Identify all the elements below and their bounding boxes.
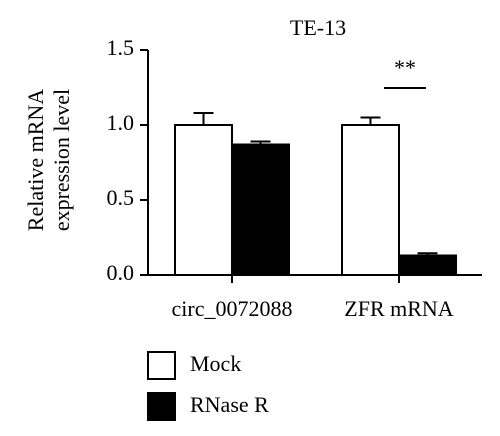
error-bar: [193, 112, 214, 125]
bar: [174, 124, 233, 276]
bar: [341, 124, 400, 276]
legend-label: Mock: [190, 351, 241, 376]
bar: [398, 254, 457, 276]
y-tick-label: 1.0: [107, 110, 135, 135]
y-label-line: expression level: [49, 89, 74, 231]
y-tick-label: 1.5: [107, 35, 135, 60]
y-label-line: Relative mRNA: [23, 89, 48, 231]
legend-label: RNase R: [190, 392, 269, 417]
y-tick-label: 0.0: [107, 260, 135, 285]
x-tick-label: circ_0072088: [172, 296, 293, 321]
y-tick-label: 0.5: [107, 185, 135, 210]
chart-title: TE-13: [290, 15, 346, 40]
significance-label: **: [394, 55, 416, 80]
error-bar: [360, 116, 381, 125]
bar: [231, 143, 290, 276]
legend-swatch: [147, 392, 176, 421]
x-tick-label: ZFR mRNA: [344, 296, 454, 321]
legend-swatch: [147, 351, 176, 380]
y-axis-label: Relative mRNA expression level: [23, 89, 74, 231]
